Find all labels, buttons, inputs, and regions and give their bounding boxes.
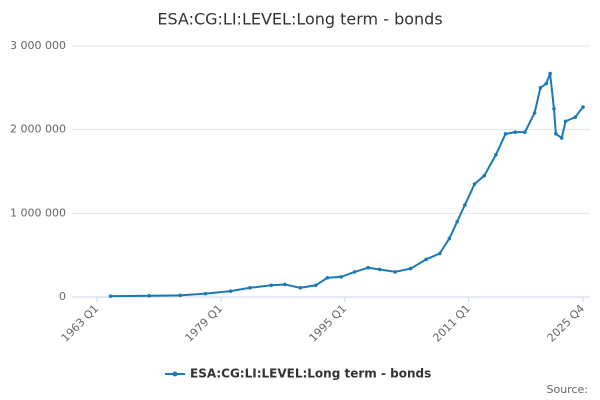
point [393,270,397,274]
point [248,285,252,290]
point [563,119,568,124]
source: Source: [547,383,589,396]
point [503,132,508,136]
line [110,73,584,298]
point [544,81,549,86]
point [269,283,274,288]
point [325,275,330,280]
point [523,130,527,134]
point [108,294,113,298]
point [552,106,556,111]
point [573,115,578,119]
y-tick-label: 3 000 000 [10,39,66,52]
point [178,293,183,298]
x-tick-label: 2025 Q4 [545,302,588,345]
point [532,111,537,115]
point [228,289,233,293]
point [313,283,318,288]
y-tick-label: 1 000 000 [10,206,66,219]
x-tick-label: 1979 Q1 [183,302,226,345]
x-tick-label: 2011 Q1 [430,302,473,345]
legend-label: ESA:CG:LI:LEVEL:Long term - bonds [190,367,431,381]
point [463,203,467,207]
point [203,291,208,296]
point [408,266,413,271]
y-tick-label: 0 [59,290,66,303]
y-tick-label: 2 000 000 [10,123,66,136]
point [494,152,498,157]
point [298,285,303,290]
point [424,257,428,262]
point [548,71,552,76]
x-tick-label: 1963 Q1 [59,302,102,345]
point [352,270,357,274]
point [366,265,370,270]
point [447,236,452,241]
point [559,136,564,140]
point [538,86,543,90]
point [482,173,487,178]
point [581,105,585,109]
legend-symbol [172,371,178,377]
point [377,267,382,272]
point [283,282,287,287]
point [147,293,152,298]
point [437,251,442,256]
chart-title: ESA:CG:LI:LEVEL:Long term - bonds [157,10,442,29]
x-tick-label: 1995 Q1 [307,302,350,345]
point [554,132,558,136]
point [339,275,343,279]
point [455,219,459,224]
point [513,130,518,134]
point [472,182,477,186]
